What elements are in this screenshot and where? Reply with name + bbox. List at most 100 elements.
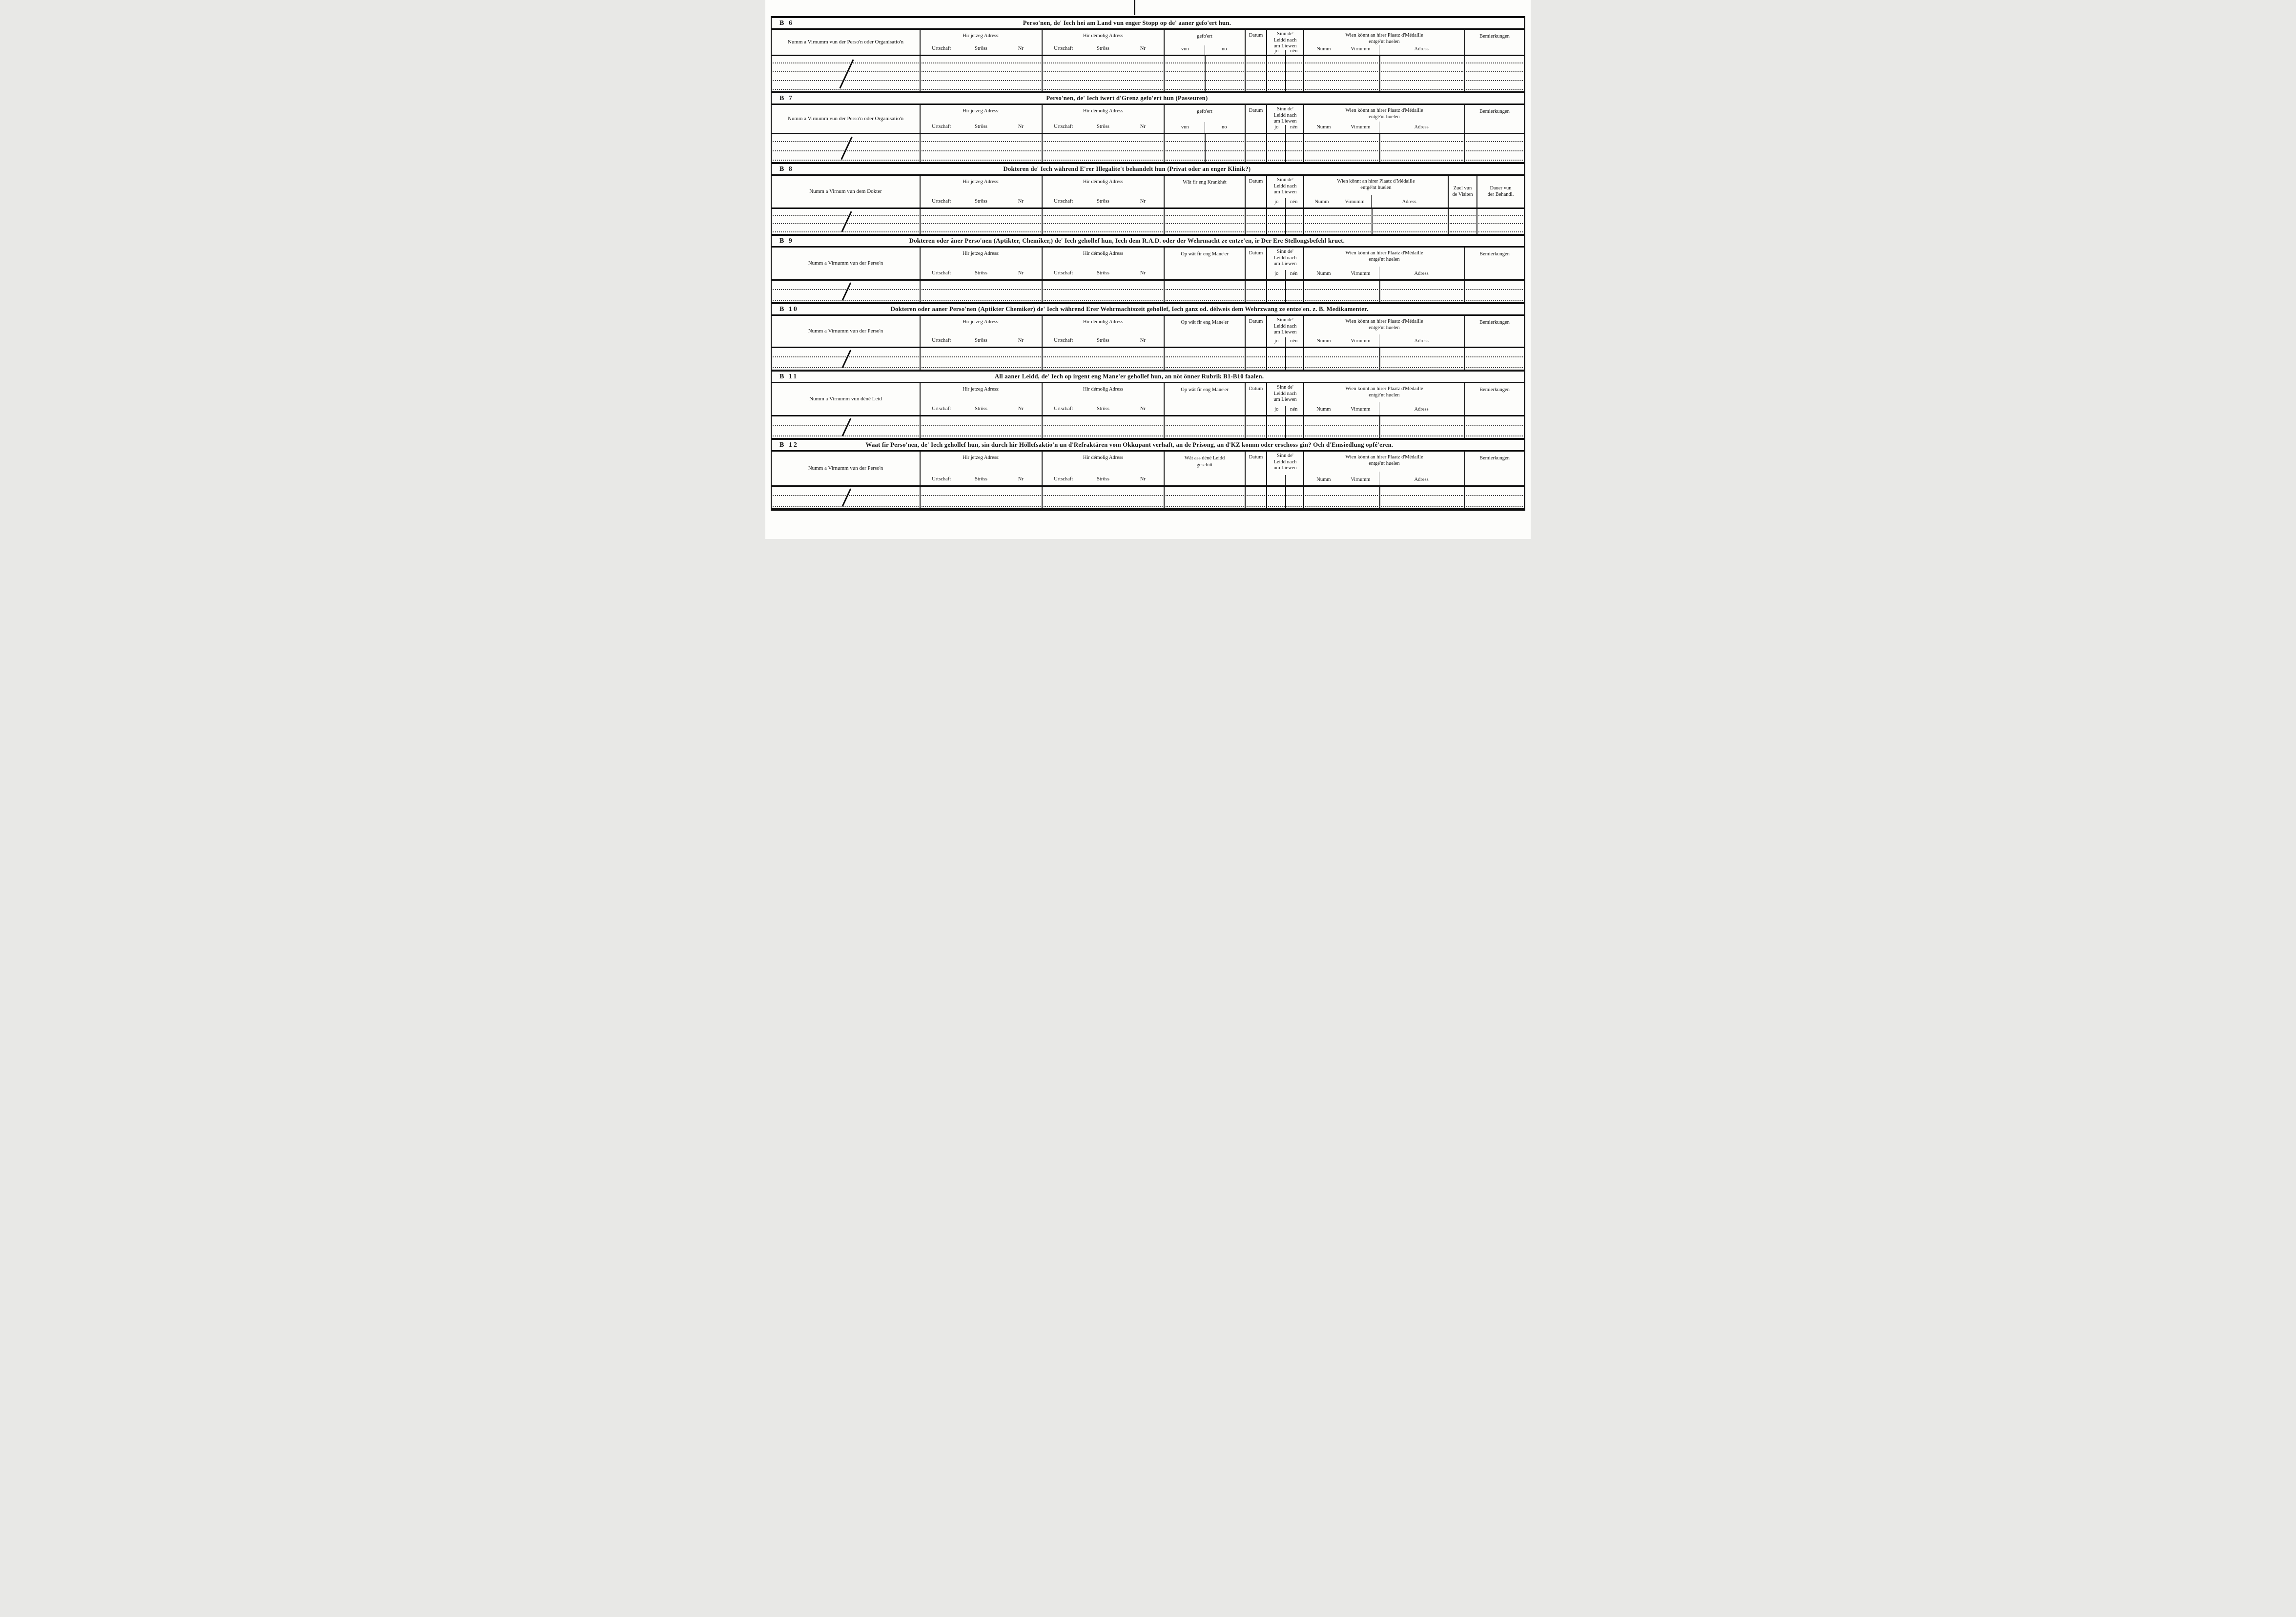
table-row [772, 56, 1524, 65]
section-title: Waat fir Perso'nen, de' Iech gehollef hu… [865, 441, 1394, 448]
former-address-label: Hir démolig Adress [1083, 33, 1124, 39]
datum-label: Datum [1249, 455, 1263, 460]
medal-subhead: Virnumm [1351, 46, 1371, 52]
address-subhead: Urtschaft [1054, 338, 1073, 344]
table-row [772, 134, 1524, 144]
table-row [772, 416, 1524, 427]
col-detail-header: Op wât fir eng Mane'er [1165, 248, 1246, 279]
jo-nen-row: jo nén [1268, 198, 1302, 207]
address-subheads: Urtschaft Strôss Nr [1044, 477, 1163, 485]
section-b6: B 6 Perso'nen, de' Iech hei am Land vun e… [772, 18, 1524, 93]
data-cell [772, 134, 921, 144]
medal-subhead: Virnumm [1351, 477, 1371, 483]
data-cell [921, 65, 1043, 74]
data-cell [1465, 427, 1524, 438]
medal-subhead: Numm [1316, 407, 1331, 413]
address-subhead: Urtschaft [1054, 124, 1073, 130]
col-name-header: Numm a Virnumm vun der Perso'n oder Orga… [772, 105, 921, 133]
section-header-row: Numm a Virnumm vun der Perso'n oder Orga… [772, 30, 1524, 56]
address-subhead: Strôss [975, 46, 987, 52]
medal-subhead: Numm [1316, 477, 1331, 483]
col-former-address-header: Hir démolig Adress Urtschaft Strôss Nr [1043, 30, 1165, 55]
address-subhead: Nr [1140, 406, 1146, 412]
address-subhead: Nr [1018, 46, 1024, 52]
address-subhead: Nr [1140, 270, 1146, 276]
data-cell [1043, 359, 1165, 370]
data-cell [1165, 83, 1246, 91]
medal-label: Wien könnt an hirer Plaatz d'Médaille [1345, 455, 1423, 460]
remarks-label: Bemierkungen [1479, 320, 1510, 325]
table-row [772, 281, 1524, 291]
data-cell [1304, 209, 1449, 217]
data-cell [1043, 487, 1165, 498]
data-cell [1477, 226, 1524, 234]
visits-label: de Visiten [1452, 191, 1473, 197]
detail-label: Wât ass déné Leidd [1184, 456, 1225, 461]
data-cell [1246, 281, 1267, 291]
detail-subheads: vun no [1166, 122, 1244, 133]
data-cell [1043, 83, 1165, 91]
former-address-label: Hir démolig Adress [1083, 179, 1124, 185]
data-cell [772, 359, 921, 370]
data-cell [921, 56, 1043, 65]
data-cell [1267, 65, 1304, 74]
alive-label: um Liewen [1273, 465, 1297, 471]
col-current-address-header: Hir jetzeg Adress: Urtschaft Strôss Nr [921, 383, 1043, 415]
medal-label: Wien könnt an hirer Plaatz d'Médaille [1345, 386, 1423, 392]
section-data-area [772, 487, 1524, 508]
detail-label: gefo'ert [1197, 34, 1212, 39]
col-former-address-header: Hir démolig Adress Urtschaft Strôss Nr [1043, 452, 1165, 485]
medal-subhead: Adress [1414, 407, 1429, 413]
data-cell [1304, 65, 1465, 74]
data-cell [772, 281, 921, 291]
col-name-header: Numm a Virnumm vun der Perso'n oder Orga… [772, 30, 921, 55]
col-name-header: Numm a Virnumm vun der Perso'n [772, 452, 921, 485]
section-titlebar: B 7 Perso'nen, de' Iech iwert d'Grenz gef… [772, 93, 1524, 105]
section-data-area [772, 56, 1524, 91]
address-subhead: Strôss [975, 124, 987, 130]
data-cell [1449, 226, 1477, 234]
data-cell [1246, 209, 1267, 217]
medal-subhead: Adress [1414, 338, 1429, 344]
alive-label: Leidd nach [1273, 255, 1297, 261]
data-cell [1165, 487, 1246, 498]
alive-label: Sinn de' [1277, 249, 1293, 254]
col-duration-header: Dauer vun der Behandl. [1477, 176, 1524, 207]
table-row [772, 74, 1524, 83]
data-cell [1165, 217, 1246, 226]
data-cell [1465, 144, 1524, 153]
col-remarks-header: Bemierkungen [1465, 383, 1524, 415]
data-cell [1165, 416, 1246, 427]
medal-subhead: Numm [1316, 46, 1331, 52]
col-alive-header: Sinn de' Leidd nach um Liewen jo nén [1267, 383, 1304, 415]
data-cell [772, 56, 921, 65]
section-header-row: Numm a Virnumm vun der Perso'n Hir jetzeg… [772, 248, 1524, 281]
col-former-address-header: Hir démolig Adress Urtschaft Strôss Nr [1043, 105, 1165, 133]
visits-label-wrap: Zuel vun de Visiten [1450, 186, 1476, 198]
table-row [772, 65, 1524, 74]
data-cell [1267, 487, 1304, 498]
alive-label: Leidd nach [1273, 391, 1297, 396]
datum-label: Datum [1249, 319, 1263, 324]
data-cell [1246, 217, 1267, 226]
data-cell [1304, 487, 1465, 498]
address-subhead: Strôss [975, 199, 987, 205]
data-cell [1043, 427, 1165, 438]
data-cell [1304, 74, 1465, 83]
medal-subhead: Virnumm [1345, 199, 1365, 205]
medal-label: Wien könnt an hirer Plaatz d'Médaille [1345, 319, 1423, 324]
address-subheads: Urtschaft Strôss Nr [922, 46, 1041, 55]
data-cell [1267, 281, 1304, 291]
data-cell [772, 487, 921, 498]
alive-label: um Liewen [1273, 43, 1297, 49]
address-subheads: Urtschaft Strôss Nr [922, 338, 1041, 347]
section-data-area [772, 134, 1524, 162]
section-title: Perso'nen, de' Iech hei am Land vun enge… [1023, 20, 1231, 26]
table-row [772, 144, 1524, 153]
datum-label: Datum [1249, 108, 1263, 113]
address-subhead: Strôss [975, 270, 987, 276]
col-remarks-header: Bemierkungen [1465, 248, 1524, 279]
address-subhead: Urtschaft [932, 406, 951, 412]
alive-label: Leidd nach [1273, 112, 1297, 118]
jo-nen-empty [1268, 475, 1286, 485]
